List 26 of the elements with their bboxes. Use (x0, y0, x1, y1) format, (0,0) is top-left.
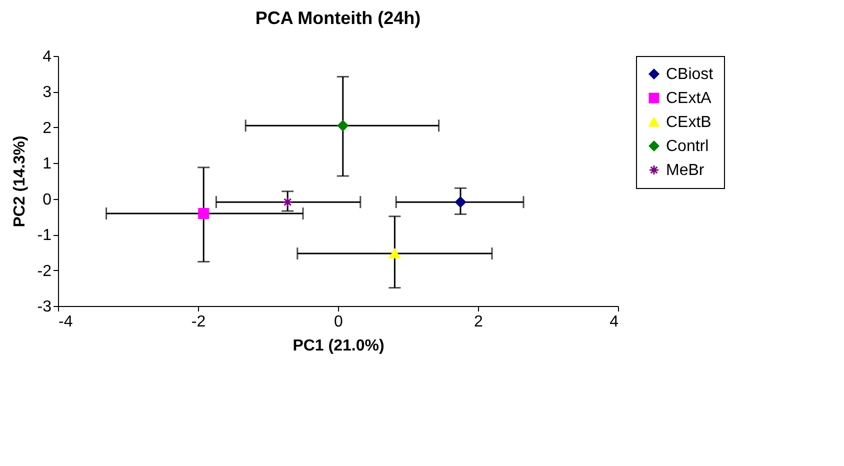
x-axis-title: PC1 (21.0%) (292, 338, 384, 354)
y-axis-title: PC2 (14.3%) (11, 136, 28, 228)
legend-label: CBiost (666, 66, 714, 83)
point (389, 248, 400, 258)
x-tick-label: -2 (191, 314, 206, 330)
y-tick-label: -2 (37, 262, 52, 280)
legend-label: CExtA (666, 90, 712, 107)
legend-label: MeBr (666, 162, 705, 179)
x-tick-label: 0 (334, 314, 344, 330)
x-tick-label: 4 (610, 314, 619, 330)
x-tick-label: 2 (474, 314, 484, 330)
point (198, 208, 210, 219)
y-tick-label: 0 (42, 191, 52, 208)
y-tick-label: -3 (37, 298, 52, 316)
chart-title: PCA Monteith (24h) (255, 8, 421, 28)
y-tick-label: 4 (42, 48, 52, 66)
legend-label: Contrl (666, 138, 709, 155)
y-tick-label: 2 (42, 120, 52, 137)
legend-label: CExtB (666, 114, 712, 131)
point (337, 120, 348, 132)
point (455, 196, 466, 208)
y-tick-label: -1 (37, 227, 52, 244)
y-tick-label: 3 (42, 84, 52, 102)
y-tick-label: 1 (42, 156, 52, 173)
point (282, 196, 294, 208)
x-tick-label: -4 (58, 314, 73, 330)
